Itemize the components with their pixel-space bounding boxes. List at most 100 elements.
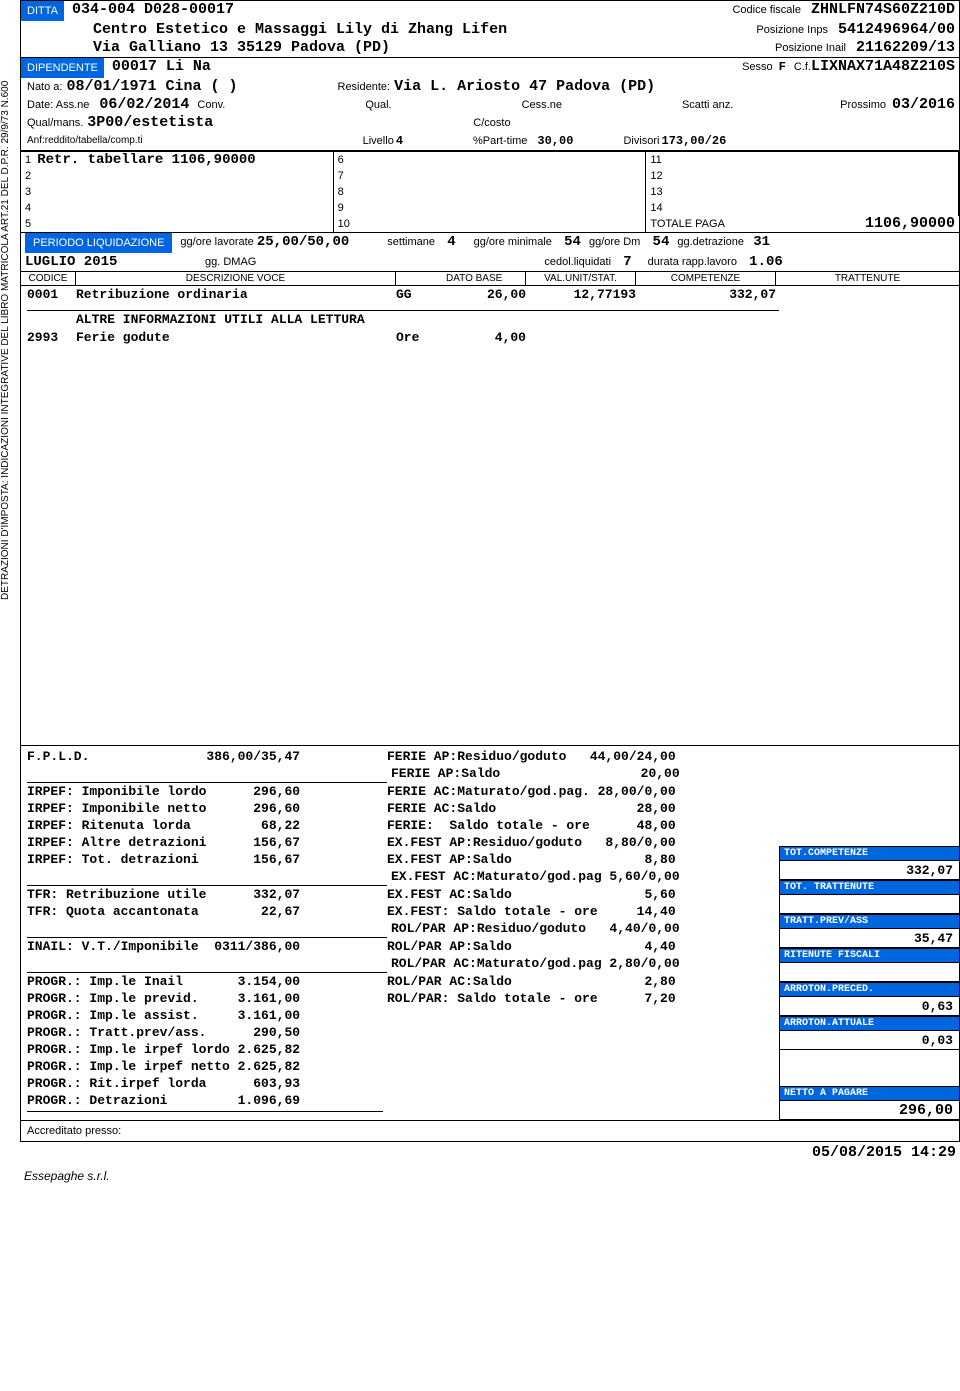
inps-value: 5412496964/00 [838, 21, 955, 39]
bottom-mid-cell [387, 1092, 767, 1109]
bottom-mid-cell: FERIE: Saldo totale - ore 48,00 [387, 817, 767, 834]
dm-value: 54 [653, 234, 670, 250]
detrazione-label: gg.detrazione [677, 236, 744, 248]
arroton-attuale-value: 0,03 [779, 1031, 959, 1050]
minimale-label: gg/ore minimale [474, 236, 552, 248]
periodo-row-2: LUGLIO 2015 gg. DMAG cedol.liquidati 7 d… [21, 253, 959, 271]
inail-label: Posizione Inail [775, 39, 846, 57]
bottom-left-cell [27, 765, 387, 783]
residente-label: Residente: [338, 78, 391, 96]
retr-num-4: 4 [21, 200, 334, 216]
bottom-left-cell: PROGR.: Rit.irpef lorda 603,93 [27, 1075, 387, 1092]
row-codice: 2993 [21, 329, 76, 347]
tot-competenze-label: TOT.COMPETENZE [779, 846, 959, 861]
row-comp: 332,07 [636, 286, 776, 304]
cessne-label: Cess.ne [522, 96, 562, 114]
main-table-body: 0001 Retribuzione ordinaria GG 26,00 12,… [21, 286, 959, 746]
table-row: 0001 Retribuzione ordinaria GG 26,00 12,… [21, 286, 959, 304]
qualmans-value: 3P00/estetista [87, 114, 213, 132]
th-codice: CODICE [21, 272, 76, 285]
tratt-prevass-label: TRATT.PREV/ASS [779, 914, 959, 929]
bottom-mid-cell: FERIE AC:Maturato/god.pag. 28,00/0,00 [387, 783, 767, 800]
conv-label: Conv. [197, 96, 225, 114]
row-unit: 12,77193 [526, 286, 636, 304]
retr-num-12: 12 [646, 168, 959, 184]
bottom-left-cell [27, 868, 387, 886]
bottom-mid-cell [387, 1007, 767, 1024]
anf-label: Anf:reddito/tabella/comp.ti [27, 132, 143, 150]
employee-section: DIPENDENTE 00017 Li Na Sesso F C.f. LIXN… [21, 58, 959, 151]
bottom-left-cell: PROGR.: Imp.le previd. 3.161,00 [27, 990, 387, 1007]
bottom-left-cell: PROGR.: Detrazioni 1.096,69 [27, 1092, 387, 1109]
tot-trattenute-value [779, 895, 959, 914]
bottom-mid-cell: EX.FEST AC:Saldo 5,60 [387, 886, 767, 903]
retr-num-2: 2 [21, 168, 334, 184]
bottom-mid-cell: FERIE AP:Residuo/goduto 44,00/24,00 [387, 748, 767, 765]
retr-num-1: 1 [25, 154, 31, 166]
bottom-mid-cell: EX.FEST AC:Maturato/god.pag 5,60/0,00 [391, 868, 771, 886]
employee-code-name: 00017 Li Na [112, 58, 211, 78]
bottom-mid-cell: EX.FEST AP:Saldo 8,80 [387, 851, 767, 868]
bottom-mid-cell: ROL/PAR AP:Saldo 4,40 [387, 938, 767, 955]
nato-label: Nato a: [27, 78, 62, 96]
bottom-mid-cell: ROL/PAR AC:Maturato/god.pag 2,80/0,00 [391, 955, 771, 973]
nato-value: 08/01/1971 Cina ( ) [66, 78, 237, 96]
residente-value: Via L. Ariosto 47 Padova (PD) [394, 78, 655, 96]
gglav-value: 25,00/50,00 [257, 234, 349, 250]
emp-cf-label: C.f. [794, 58, 811, 78]
emp-cf-value: LIXNAX71A48Z210S [811, 58, 955, 78]
settimane-label: settimane [387, 236, 435, 248]
durata-label: durata rapp.lavoro [648, 256, 737, 268]
payslip-page: DITTA 034-004 D028-00017 Codice fiscale … [20, 0, 960, 1142]
tot-trattenute-label: TOT. TRATTENUTE [779, 880, 959, 895]
vertical-legal-text: DETRAZIONI D'IMPOSTA: INDICAZIONI INTEGR… [0, 81, 11, 600]
inail-value: 21162209/13 [856, 39, 955, 57]
bottom-left-cell [27, 955, 387, 973]
bottom-left-cell: TFR: Quota accantonata 22,67 [27, 903, 387, 920]
th-descrizione: DESCRIZIONE VOCE [76, 272, 396, 285]
retr-num-11: 11 [646, 152, 959, 168]
ditta-code: 034-004 D028-00017 [72, 1, 234, 21]
bottom-left-cell: TFR: Retribuzione utile 332,07 [27, 886, 387, 903]
tot-competenze-value: 332,07 [779, 861, 959, 880]
th-competenze: COMPETENZE [636, 272, 776, 285]
info-title: ALTRE INFORMAZIONI UTILI ALLA LETTURA [76, 311, 365, 329]
bottom-mid-cell: ROL/PAR AC:Saldo 2,80 [387, 973, 767, 990]
cf-label: Codice fiscale [732, 1, 800, 21]
totale-paga-label: TOTALE PAGA [650, 216, 725, 232]
bottom-mid-cell [387, 1041, 767, 1058]
row-desc: Ferie godute [76, 329, 396, 347]
bottom-left-cell: PROGR.: Tratt.prev/ass. 290,50 [27, 1024, 387, 1041]
bottom-mid-cell: EX.FEST AP:Residuo/goduto 8,80/0,00 [387, 834, 767, 851]
th-trattenute: TRATTENUTE [776, 272, 959, 285]
bottom-mid-cell: EX.FEST: Saldo totale - ore 14,40 [387, 903, 767, 920]
prossimo-value: 03/2016 [892, 96, 955, 114]
row-desc: Retribuzione ordinaria [76, 286, 396, 304]
bottom-left-cell: PROGR.: Imp.le Inail 3.154,00 [27, 973, 387, 990]
th-valunit: VAL.UNIT/STAT. [526, 272, 636, 285]
bottom-left-cell: IRPEF: Imponibile lordo 296,60 [27, 783, 387, 800]
retr-num-8: 8 [334, 184, 647, 200]
dipendente-label: DIPENDENTE [21, 58, 104, 78]
bottom-mid-cell [387, 1075, 767, 1092]
minimale-value: 54 [564, 234, 581, 250]
divisori-value: 173,00/26 [662, 132, 727, 150]
scatti-label: Scatti anz. [682, 96, 733, 114]
company-header: DITTA 034-004 D028-00017 Codice fiscale … [21, 1, 959, 58]
parttime-value: 30,00 [537, 132, 573, 150]
bottom-left-cell: PROGR.: Imp.le irpef netto 2.625,82 [27, 1058, 387, 1075]
cedol-label: cedol.liquidati [544, 256, 611, 268]
accreditato-label: Accreditato presso: [27, 1125, 121, 1137]
bottom-left-cell: IRPEF: Tot. detrazioni 156,67 [27, 851, 387, 868]
bottom-line: F.P.L.D. 386,00/35,47FERIE AP:Residuo/go… [27, 748, 955, 765]
bottom-block: F.P.L.D. 386,00/35,47FERIE AP:Residuo/go… [21, 746, 959, 1120]
bottom-mid-cell: FERIE AC:Saldo 28,00 [387, 800, 767, 817]
ccosto-label: C/costo [473, 114, 510, 132]
retr-num-3: 3 [21, 184, 334, 200]
divisori-label: Divisori [623, 132, 659, 150]
retr-num-10: 10 [334, 216, 647, 232]
livello-value: 4 [396, 132, 403, 150]
bottom-mid-cell: ROL/PAR AP:Residuo/goduto 4,40/0,00 [391, 920, 771, 938]
ditta-label: DITTA [21, 1, 64, 21]
bottom-left-cell: F.P.L.D. 386,00/35,47 [27, 748, 387, 765]
